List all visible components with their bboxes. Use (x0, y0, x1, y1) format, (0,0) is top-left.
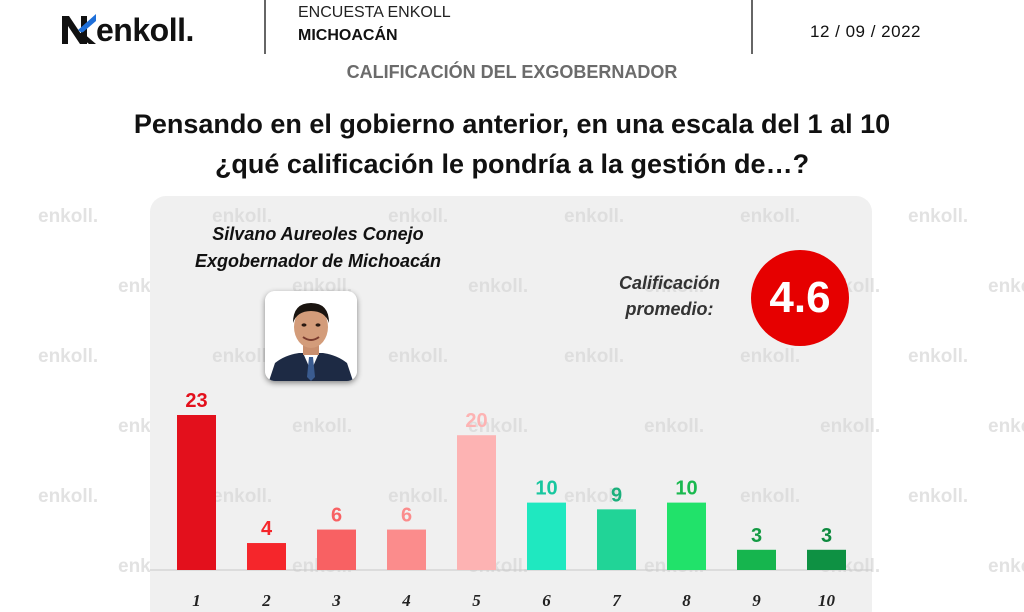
x-tick-label-8: 8 (682, 591, 691, 610)
watermark-text: enkoll. (212, 206, 273, 227)
data-label-10: 3 (821, 525, 832, 547)
watermark-text: enkoll. (388, 486, 449, 507)
bar-2 (247, 543, 286, 570)
watermark-text: enkoll. (388, 346, 449, 367)
header-divider (264, 0, 266, 54)
watermark-text: enkoll. (644, 416, 705, 437)
x-tick-label-4: 4 (401, 591, 411, 610)
survey-name: ENCUESTA ENKOLL (298, 4, 451, 21)
x-tick-label-2: 2 (261, 591, 271, 610)
survey-region: MICHOACÁN (298, 27, 398, 44)
average-label: Calificación promedio: (602, 270, 737, 322)
x-tick-label-3: 3 (331, 591, 341, 610)
watermark-text: enkoll. (988, 416, 1024, 437)
watermark-text: enkoll. (212, 486, 273, 507)
bar-4 (387, 529, 426, 570)
x-tick-label-5: 5 (472, 591, 481, 610)
chart-panel (150, 196, 872, 612)
person-photo (265, 291, 357, 381)
person-caption: Silvano Aureoles Conejo Exgobernador de … (168, 221, 468, 275)
bar-7 (597, 509, 636, 570)
enkoll-logo: enkoll. (58, 8, 194, 52)
watermark-text: enkoll. (908, 346, 969, 367)
watermark-text: enkoll. (38, 486, 99, 507)
watermark-text: enkoll. (468, 416, 529, 437)
watermark-text: enkoll. (740, 486, 801, 507)
watermark-text: enkoll. (820, 416, 881, 437)
header-divider (751, 0, 753, 54)
question-title: Pensando en el gobierno anterior, en una… (0, 104, 1024, 184)
brand-name: enkoll. (96, 11, 194, 48)
watermark-text: enkoll. (292, 416, 353, 437)
data-label-3: 6 (331, 505, 342, 527)
data-label-9: 3 (751, 525, 762, 547)
bar-8 (667, 502, 706, 570)
watermark-text: enkoll. (388, 206, 449, 227)
watermark-text: enkoll. (908, 486, 969, 507)
watermark-text: enkoll. (988, 276, 1024, 297)
person-role: Exgobernador de Michoacán (194, 251, 442, 271)
watermark-text: enkoll. (564, 346, 625, 367)
bar-3 (317, 529, 356, 570)
watermark-text: enkoll. (38, 206, 99, 227)
x-tick-label-9: 9 (752, 591, 761, 610)
page-subtitle: CALIFICACIÓN DEL EXGOBERNADOR (346, 62, 678, 82)
person-name: Silvano Aureoles Conejo (212, 224, 424, 244)
watermark-text: enkoll. (740, 346, 801, 367)
data-label-6: 10 (535, 478, 557, 500)
survey-date: 12 / 09 / 2022 (810, 22, 921, 41)
data-label-4: 6 (401, 505, 412, 527)
data-label-7: 9 (611, 484, 622, 506)
question-line-2: ¿qué calificación le pondría a la gestió… (214, 149, 810, 179)
average-label-line-2: promedio: (625, 299, 714, 319)
watermark-text: enkoll. (988, 556, 1024, 577)
data-label-1: 23 (185, 390, 207, 412)
data-label-8: 10 (675, 478, 697, 500)
data-label-2: 4 (261, 518, 273, 540)
bar-1 (177, 415, 216, 570)
x-tick-label-7: 7 (612, 591, 622, 610)
data-label-5: 20 (465, 410, 487, 432)
watermark-text: enkoll. (564, 486, 625, 507)
x-tick-label-10: 10 (818, 591, 836, 610)
enkoll-mark-icon (62, 14, 96, 44)
rating-bar-chart: 23 1 4 2 6 3 6 4 20 5 10 6 9 7 10 8 3 9 3 10 (150, 390, 872, 610)
watermark-text: enkoll. (212, 346, 273, 367)
watermark-text: enkoll. (468, 276, 529, 297)
watermark-text: enkoll. (740, 206, 801, 227)
watermark-text: enkoll. (564, 206, 625, 227)
watermark-text: enkoll. (38, 346, 99, 367)
question-line-1: Pensando en el gobierno anterior, en una… (133, 109, 891, 139)
x-tick-label-6: 6 (542, 591, 551, 610)
person-portrait-icon (265, 291, 357, 381)
watermark-text: enkoll. (644, 276, 705, 297)
watermark-text: enkoll. (908, 206, 969, 227)
average-label-line-1: Calificación (618, 273, 721, 293)
bar-10 (807, 549, 846, 570)
bar-6 (527, 502, 566, 570)
bar-5 (457, 435, 496, 570)
x-tick-label-1: 1 (192, 591, 201, 610)
bar-9 (737, 549, 776, 570)
average-score-badge: 4.6 (751, 250, 849, 346)
